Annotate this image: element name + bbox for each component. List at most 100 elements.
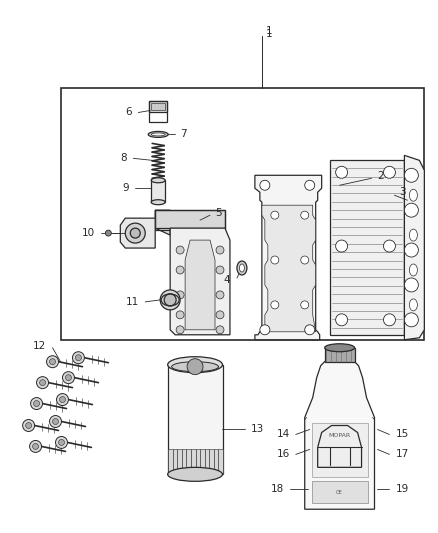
Circle shape: [130, 228, 140, 238]
Circle shape: [271, 301, 279, 309]
Circle shape: [60, 397, 66, 402]
Ellipse shape: [168, 467, 223, 481]
Circle shape: [336, 166, 348, 178]
Text: 3: 3: [399, 187, 406, 197]
Circle shape: [46, 356, 59, 368]
Bar: [330, 160, 404, 335]
Ellipse shape: [148, 132, 168, 138]
Bar: [312, 481, 367, 503]
Circle shape: [260, 180, 270, 190]
Text: 8: 8: [120, 154, 127, 163]
Bar: [312, 423, 367, 478]
Text: 12: 12: [33, 341, 46, 351]
Ellipse shape: [325, 344, 355, 352]
Circle shape: [164, 294, 176, 306]
Bar: [209, 449, 214, 474]
Circle shape: [160, 290, 180, 310]
Text: 10: 10: [82, 228, 95, 238]
Bar: [168, 365, 223, 474]
Circle shape: [216, 246, 224, 254]
Text: 18: 18: [271, 484, 284, 494]
Text: 1: 1: [266, 29, 272, 39]
Circle shape: [187, 359, 203, 375]
Text: 16: 16: [276, 449, 290, 459]
Ellipse shape: [151, 133, 165, 136]
Text: 6: 6: [126, 108, 132, 117]
Text: 17: 17: [396, 449, 409, 459]
Circle shape: [39, 379, 46, 385]
Bar: [149, 101, 167, 123]
Polygon shape: [155, 210, 225, 228]
Text: 13: 13: [251, 424, 264, 434]
Circle shape: [301, 211, 309, 219]
Circle shape: [404, 243, 418, 257]
Circle shape: [176, 326, 184, 334]
Text: 7: 7: [180, 130, 187, 140]
Circle shape: [63, 372, 74, 384]
Bar: [196, 449, 200, 474]
Bar: [177, 449, 182, 474]
Ellipse shape: [151, 178, 165, 183]
Circle shape: [66, 375, 71, 381]
Bar: [149, 101, 167, 112]
Text: 14: 14: [276, 430, 290, 440]
Bar: [200, 449, 205, 474]
Circle shape: [72, 352, 85, 364]
Ellipse shape: [410, 189, 417, 201]
Circle shape: [125, 223, 145, 243]
Circle shape: [216, 326, 224, 334]
Text: OE: OE: [336, 490, 343, 495]
Circle shape: [404, 313, 418, 327]
Circle shape: [25, 423, 32, 429]
Circle shape: [384, 240, 396, 252]
Circle shape: [384, 314, 396, 326]
Bar: [187, 449, 191, 474]
Ellipse shape: [410, 299, 417, 311]
Circle shape: [216, 291, 224, 299]
Circle shape: [176, 311, 184, 319]
Circle shape: [216, 311, 224, 319]
Bar: [182, 449, 187, 474]
Circle shape: [305, 325, 314, 335]
Circle shape: [176, 291, 184, 299]
Circle shape: [336, 240, 348, 252]
Circle shape: [384, 166, 396, 178]
Circle shape: [301, 301, 309, 309]
Text: MOPAR: MOPAR: [328, 433, 351, 438]
Circle shape: [404, 168, 418, 182]
Circle shape: [49, 416, 61, 427]
Polygon shape: [262, 205, 316, 332]
Polygon shape: [155, 210, 170, 235]
Circle shape: [30, 440, 42, 453]
Polygon shape: [404, 155, 424, 340]
Circle shape: [301, 256, 309, 264]
Circle shape: [260, 325, 270, 335]
Circle shape: [75, 355, 81, 361]
Bar: [155, 210, 225, 230]
Bar: [168, 449, 173, 474]
Bar: [214, 449, 219, 474]
Circle shape: [305, 180, 314, 190]
Circle shape: [176, 246, 184, 254]
Circle shape: [271, 211, 279, 219]
Bar: [151, 180, 165, 202]
Text: 15: 15: [396, 430, 409, 440]
Bar: [219, 449, 223, 474]
Text: 9: 9: [123, 183, 129, 193]
Ellipse shape: [410, 264, 417, 276]
Circle shape: [176, 266, 184, 274]
Ellipse shape: [168, 357, 223, 373]
Circle shape: [32, 443, 39, 449]
Text: 4: 4: [223, 275, 230, 285]
Polygon shape: [120, 218, 155, 248]
Circle shape: [336, 314, 348, 326]
Polygon shape: [185, 240, 215, 330]
Circle shape: [57, 393, 68, 406]
Circle shape: [106, 230, 111, 236]
Polygon shape: [255, 175, 321, 340]
Bar: [151, 102, 165, 110]
Text: 11: 11: [126, 297, 139, 307]
Circle shape: [216, 266, 224, 274]
Text: 5: 5: [215, 208, 222, 218]
Text: 1: 1: [266, 26, 272, 36]
